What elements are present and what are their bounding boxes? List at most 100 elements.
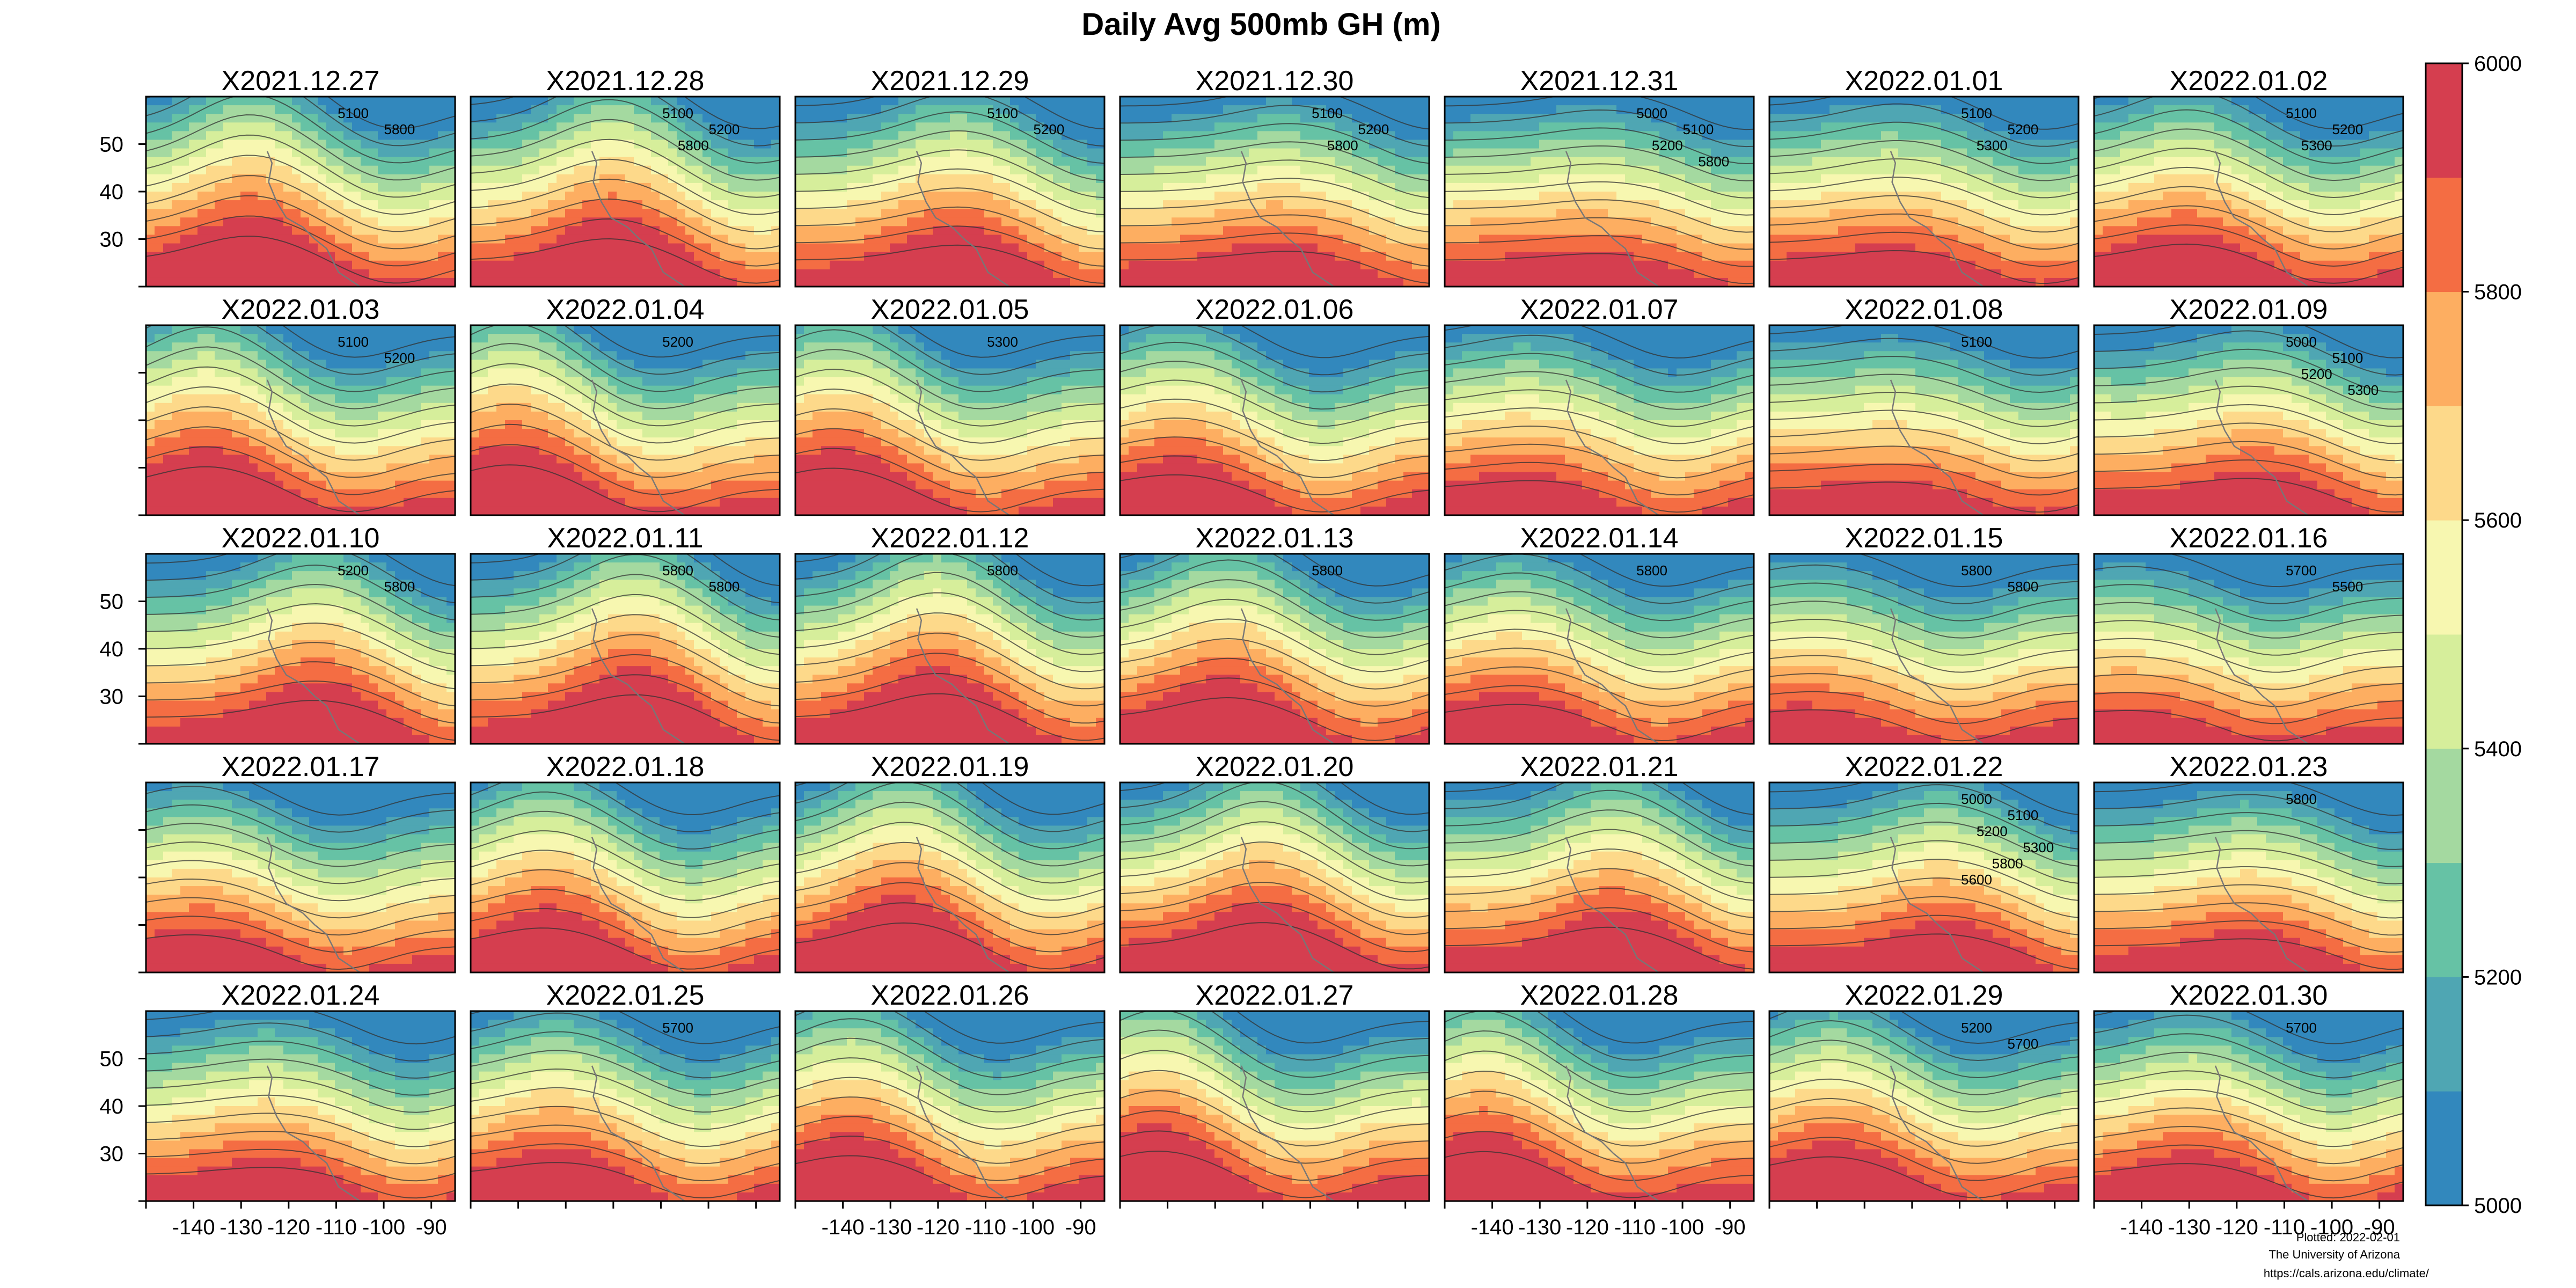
contour-label: 5800: [987, 562, 1018, 579]
x-tick-label: -90: [416, 1216, 447, 1239]
contour-label: 5800: [2008, 579, 2039, 595]
contour-label: 5800: [1327, 137, 1358, 153]
footer-url: https://cals.arizona.edu/climate/: [2264, 1267, 2429, 1280]
coastline: [916, 837, 1010, 972]
panel-frame: [1444, 781, 1755, 974]
y-tick-label: 30: [100, 685, 124, 709]
contour-label: 5200: [2301, 366, 2332, 382]
contour-label: 5100: [2332, 350, 2363, 366]
contour-lines: [2094, 325, 2403, 513]
colorbar-tick-label: 5400: [2474, 737, 2522, 761]
coastline: [1890, 151, 1984, 287]
height-field: [146, 554, 455, 744]
contour-label: 5100: [2008, 807, 2039, 823]
panel-frame: [1768, 553, 2080, 745]
colorbar-segment: [2426, 406, 2462, 521]
height-field: [795, 97, 1104, 287]
contour-lines: [1445, 1011, 1754, 1198]
colorbar-segment: [2426, 291, 2462, 406]
panel-title: X2022.01.06: [1196, 294, 1354, 325]
panel-frame: [1768, 96, 2080, 288]
coastline: [1565, 608, 1659, 744]
height-field: [795, 782, 1104, 972]
contour-lines: [1445, 97, 1754, 284]
coastline: [1240, 608, 1335, 744]
x-tick-label: -110: [316, 1216, 357, 1239]
x-tick-label: -130: [2168, 1216, 2211, 1239]
panel-frame: [1444, 324, 1755, 516]
coastline: [2214, 837, 2309, 972]
x-tick-label: -90: [1065, 1216, 1096, 1239]
colorbar-tick-label: 5600: [2474, 509, 2522, 532]
map-panel: X2022.01.27: [1119, 980, 1430, 1202]
contour-lines: [471, 554, 780, 741]
panel-title: X2021.12.29: [871, 65, 1029, 97]
contour-label: 5100: [662, 105, 693, 121]
map-panel: X2022.01.20: [1119, 751, 1430, 974]
footer-plotted: Plotted: 2022-02-01: [2296, 1231, 2400, 1244]
map-panel: 5800 X2022.01.14: [1444, 523, 1755, 745]
x-tick-label: -120: [2215, 1216, 2258, 1239]
panel-title: X2022.01.24: [222, 980, 380, 1011]
coastline: [1890, 379, 1984, 515]
contour-lines: [795, 1011, 1104, 1198]
colorbar-segment: [2426, 1091, 2462, 1206]
panel-frame: [1444, 96, 1755, 288]
map-panel: X2022.01.06: [1119, 294, 1430, 516]
height-field: [795, 1011, 1104, 1201]
height-field: [1120, 325, 1429, 515]
map-panel: 5300 X2022.01.05: [794, 294, 1106, 516]
y-tick-label: 50: [100, 133, 124, 157]
panel-title: X2022.01.17: [222, 751, 380, 782]
coastline: [1565, 1065, 1659, 1201]
x-tick-label: -90: [2364, 1216, 2395, 1239]
coastline: [1240, 837, 1335, 972]
contour-label: 5100: [338, 105, 369, 121]
map-panel: X2022.01.18: [470, 751, 781, 974]
contour-lines: [1769, 325, 2079, 513]
y-tick-label: 40: [100, 1095, 124, 1118]
contour-label: 5100: [2286, 105, 2317, 121]
panel-title: X2021.12.30: [1196, 65, 1354, 97]
contour-label: 5200: [2332, 121, 2363, 137]
map-panel: X2022.01.26: [794, 980, 1106, 1202]
x-tick-label: -100: [2310, 1216, 2353, 1239]
contour-label: 5300: [987, 334, 1018, 350]
contour-label: 5200: [1358, 121, 1389, 137]
x-tick-label: -100: [362, 1216, 405, 1239]
coastline: [266, 379, 361, 515]
map-panel: 5100 5800 X2021.12.27: [145, 65, 456, 288]
height-field: [1445, 782, 1754, 972]
contour-lines: [1120, 97, 1429, 284]
contour-label: 5100: [1683, 121, 1714, 137]
panel-title: X2022.01.16: [2170, 523, 2328, 554]
panel-title: X2022.01.11: [547, 523, 703, 554]
panel-grid: 51005800X2021.12.27510052005800X2021.12.…: [145, 65, 2404, 1202]
panel-title: X2022.01.01: [1845, 65, 2003, 97]
coastline: [591, 379, 685, 515]
coastline: [1565, 837, 1659, 972]
height-field: [1445, 554, 1754, 744]
contour-lines: [146, 554, 455, 741]
coastline: [591, 608, 685, 744]
contour-label: 5800: [678, 137, 709, 153]
contour-label: 5800: [709, 579, 740, 595]
coastline: [1890, 837, 1984, 972]
panel-title: X2022.01.21: [1520, 751, 1679, 782]
map-panel: 5800 5800 X2022.01.11: [470, 523, 781, 745]
colorbar-segment: [2426, 862, 2462, 977]
y-tick-label: 30: [100, 228, 124, 252]
panel-frame: [794, 553, 1106, 745]
y-tick-label: 30: [100, 1143, 124, 1166]
coastline: [2214, 608, 2309, 744]
panel-frame: [1119, 553, 1430, 745]
height-field: [1445, 1011, 1754, 1201]
coastline: [591, 151, 685, 287]
panel-frame: [2093, 96, 2404, 288]
map-panel: 5100 5200 X2022.01.03: [145, 294, 456, 516]
colorbar-frame: [2425, 62, 2463, 1206]
